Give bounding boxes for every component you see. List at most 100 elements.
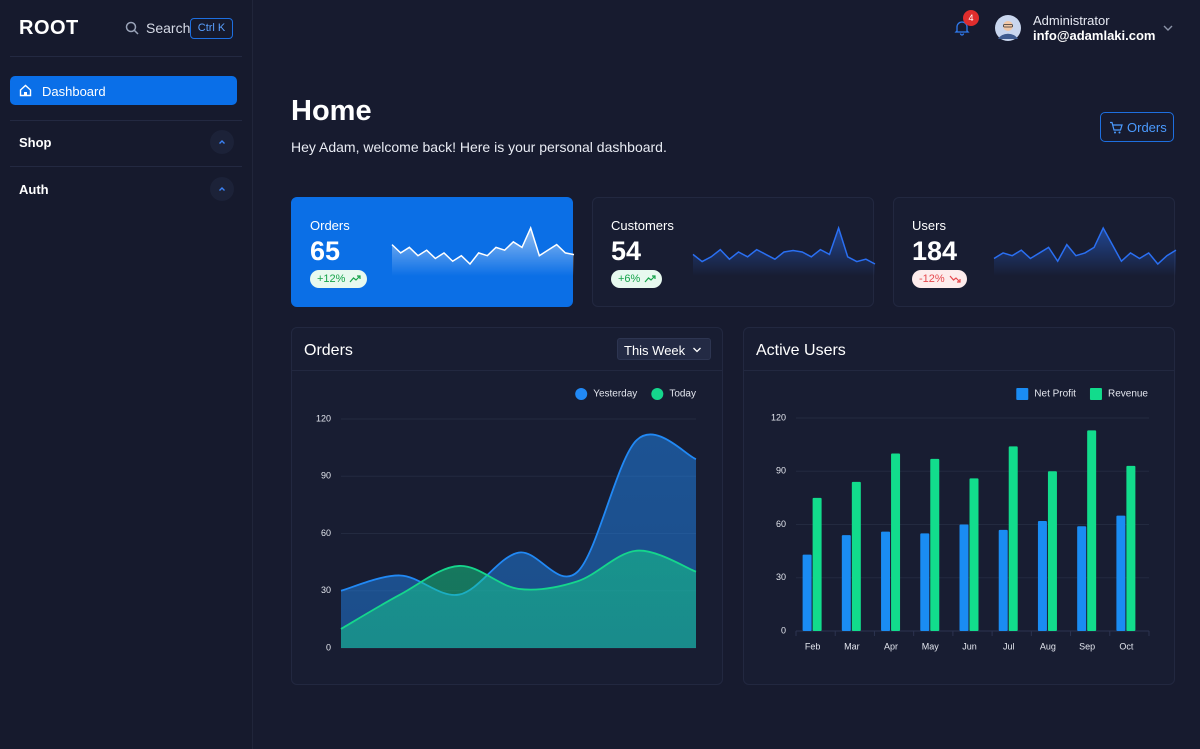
expand-toggle[interactable]: [210, 177, 234, 201]
trend-icon: [644, 275, 656, 283]
bar: [881, 531, 891, 631]
chevron: [693, 347, 701, 353]
stat-card: Users 184 -12%: [893, 197, 1177, 307]
x-tick-label: Mar: [844, 641, 860, 651]
x-tick-label: Feb: [805, 641, 821, 651]
change-value: +12%: [317, 273, 346, 285]
bar: [959, 524, 969, 631]
card-title: Active Users: [756, 342, 846, 359]
nav-label: Dashboard: [42, 84, 106, 99]
change-badge: -12%: [912, 270, 967, 288]
bar: [969, 478, 979, 631]
legend-marker: [1016, 388, 1029, 400]
bar: [998, 529, 1008, 631]
user-menu-toggle[interactable]: [1162, 23, 1174, 33]
sparkline: [391, 225, 575, 276]
bar: [1008, 446, 1018, 631]
orders-button[interactable]: Orders: [1100, 112, 1174, 142]
y-tick-label: 60: [776, 519, 786, 529]
x-tick-label: Oct: [1119, 641, 1134, 651]
stat-value: 65: [310, 236, 341, 266]
active-users-card: Active Users 0 30 60 90 120 Feb Mar Apr May Jun Ju…: [743, 327, 1175, 685]
trend-arrow: [350, 275, 362, 283]
stat-label: Customers: [611, 218, 674, 233]
bar: [1087, 430, 1097, 631]
page-subtitle: Hey Adam, welcome back! Here is your per…: [291, 139, 667, 155]
logo[interactable]: ROOT: [19, 17, 79, 39]
change-badge: +6%: [611, 270, 663, 288]
home-icon: [19, 84, 32, 97]
legend-label: Revenue: [1108, 389, 1148, 400]
x-tick-label: Jul: [1003, 641, 1015, 651]
card-title: Orders: [304, 342, 353, 359]
sparkline-area: [392, 228, 574, 276]
stat-value: 184: [912, 236, 958, 266]
nav-dashboard[interactable]: Dashboard: [10, 76, 237, 105]
line: [340, 433, 697, 596]
bar: [930, 458, 940, 631]
x-tick-label: Apr: [884, 641, 898, 651]
sparkline: [993, 226, 1177, 276]
bar: [1047, 471, 1057, 631]
legend-marker: [575, 388, 588, 400]
divider: [10, 166, 242, 167]
bar: [841, 535, 851, 631]
active-users-chart: 0 30 60 90 120 Feb Mar Apr May Jun Jul Aug Sep Oct Rev…: [771, 388, 1150, 651]
y-tick-label: 30: [321, 585, 331, 595]
legend-label: Net Profit: [1034, 389, 1076, 400]
x-tick-label: Sep: [1079, 641, 1095, 651]
period-dropdown[interactable]: This Week: [617, 338, 711, 360]
bar: [812, 497, 822, 631]
divider: [744, 370, 1174, 371]
sparkline: [692, 225, 876, 276]
bar: [802, 554, 812, 631]
shortcut: Ctrl K: [190, 18, 233, 39]
y-tick-label: 90: [321, 471, 331, 481]
orders-card: Orders This Week 0 30 60 90 120 Today Yesterda…: [291, 327, 723, 685]
avatar[interactable]: [995, 15, 1021, 41]
dropdown-label: This Week: [624, 343, 686, 358]
y-tick-label: 60: [321, 528, 331, 538]
y-tick-label: 120: [771, 412, 786, 422]
trend-arrow: [949, 275, 961, 283]
user-email: info@adamlaki.com: [1033, 28, 1156, 43]
area: [341, 550, 696, 648]
orders-chart: 0 30 60 90 120 Today Yesterday: [316, 388, 697, 652]
x-tick-label: May: [922, 641, 940, 651]
y-tick-label: 90: [776, 466, 786, 476]
sparkline-line: [391, 225, 575, 266]
expand-toggle[interactable]: [210, 130, 234, 154]
nav-shop[interactable]: Shop: [19, 135, 52, 150]
bar: [851, 481, 861, 631]
nav-auth[interactable]: Auth: [19, 182, 49, 197]
search-icon: [125, 21, 139, 35]
bar: [920, 533, 930, 631]
y-tick-label: 120: [316, 413, 331, 423]
bar: [1077, 526, 1087, 631]
y-tick-label: 30: [776, 572, 786, 582]
bar: [1126, 465, 1136, 631]
x-tick-label: Aug: [1040, 641, 1056, 651]
sidebar: ROOT Search Ctrl K Dashboard Shop Auth: [0, 0, 253, 749]
legend-label: Yesterday: [593, 389, 637, 400]
trend-arrow: [644, 275, 656, 283]
stat-card: Orders 65 +12%: [291, 197, 575, 307]
change-badge: +12%: [310, 270, 368, 288]
sparkline-line: [993, 226, 1177, 266]
bar: [891, 453, 901, 631]
user-role: Administrator: [1033, 13, 1110, 28]
y-tick-label: 0: [781, 625, 786, 635]
legend-marker: [1089, 388, 1102, 400]
trend-icon: [350, 275, 362, 283]
divider: [292, 370, 722, 371]
search[interactable]: Search: [146, 20, 191, 36]
stat-card: Customers 54 +6%: [592, 197, 876, 307]
x-tick-label: Jun: [962, 641, 977, 651]
stat-label: Orders: [310, 218, 350, 233]
trend-icon: [949, 275, 961, 283]
legend-marker: [651, 388, 664, 400]
chevron: [219, 140, 225, 144]
page-title: Home: [291, 95, 372, 127]
stat-label: Users: [912, 218, 946, 233]
change-value: +6%: [618, 273, 641, 285]
